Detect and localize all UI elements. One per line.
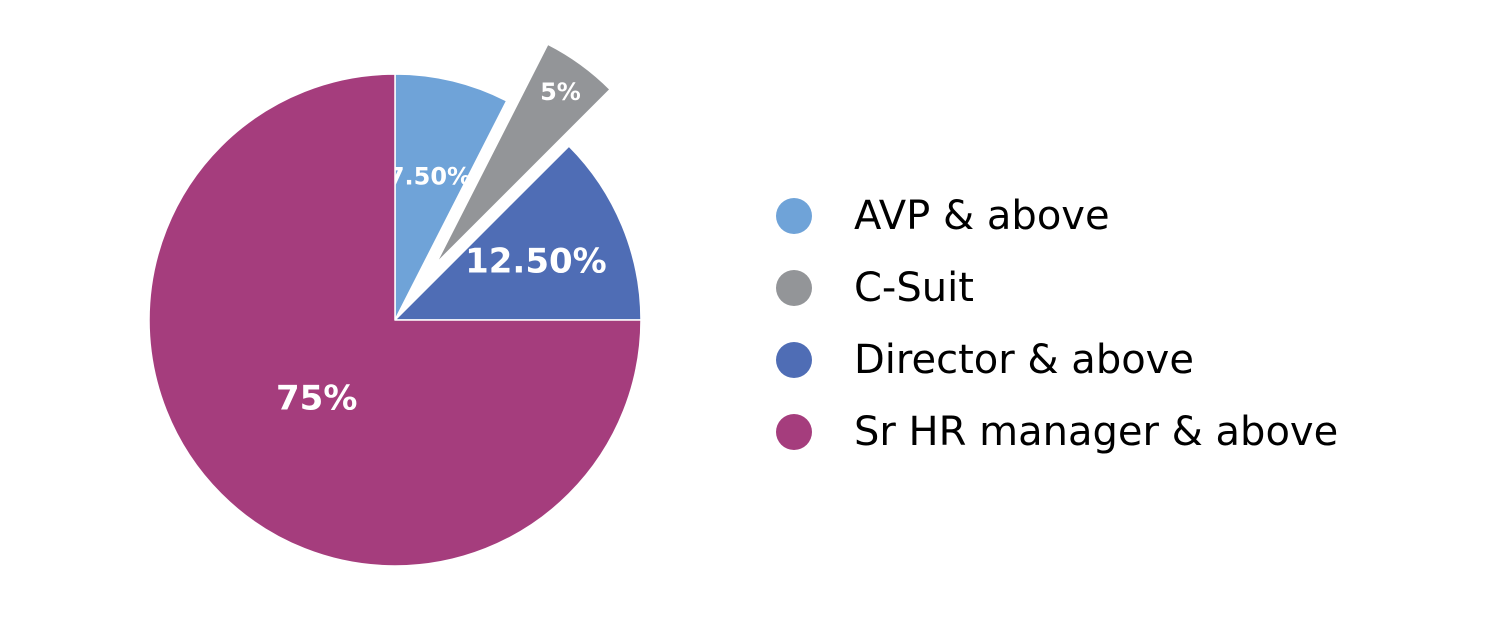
legend-label-avp: AVP & above <box>854 193 1110 239</box>
legend-label-c-suit: C-Suit <box>854 265 974 311</box>
pie-slice-director-and-above <box>394 145 642 321</box>
legend-swatch-avp <box>776 198 812 234</box>
slice-label-sr-hr-manager-and-above: 75% <box>276 378 357 418</box>
pie-slice-sr-hr-manager-and-above <box>148 73 642 567</box>
legend-item-director: Director & above <box>776 324 1338 396</box>
legend-label-sr-hr-manager: Sr HR manager & above <box>854 409 1339 455</box>
pie-slice-c-suit <box>435 43 611 265</box>
chart-legend: AVP & above C-Suit Director & above Sr H… <box>776 180 1338 468</box>
pie-slice-avp-and-above <box>394 73 508 321</box>
legend-item-sr-hr-manager: Sr HR manager & above <box>776 396 1338 468</box>
legend-swatch-director <box>776 342 812 378</box>
slice-label-director-and-above: 12.50% <box>465 242 607 282</box>
slice-label-c-suit: 5% <box>540 78 581 106</box>
slice-label-avp-and-above: 7.50% <box>388 162 471 190</box>
legend-swatch-sr-hr-manager <box>776 414 812 450</box>
legend-item-avp: AVP & above <box>776 180 1338 252</box>
legend-item-c-suit: C-Suit <box>776 252 1338 324</box>
legend-label-director: Director & above <box>854 337 1194 383</box>
legend-swatch-c-suit <box>776 270 812 306</box>
pie-chart: 7.50% 5% 12.50% 75% <box>148 43 642 567</box>
